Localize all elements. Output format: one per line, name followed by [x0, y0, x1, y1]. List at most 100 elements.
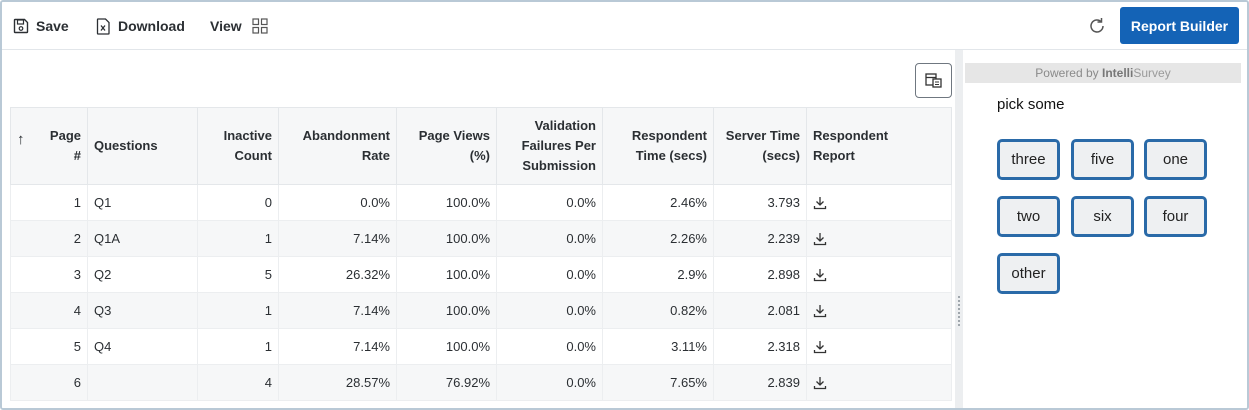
sort-ascending-icon[interactable]: ↑	[17, 131, 25, 148]
column-chooser-button[interactable]	[915, 63, 952, 98]
cell-abandonment-rate: 28.57%	[278, 364, 397, 401]
cell-server-time: 2.898	[713, 256, 807, 293]
cell-validation-failures: 0.0%	[496, 220, 603, 257]
toolbar: Save Download View Report Builder	[2, 2, 1247, 50]
col-header-validation-failures[interactable]: Validation Failures Per Submission	[496, 107, 603, 185]
cell-page: 3	[10, 256, 88, 293]
cell-abandonment-rate: 26.32%	[278, 256, 397, 293]
report-table: ↑ Page # Questions Inactive Count Abando…	[10, 107, 952, 401]
table-row: 4 Q3 1 7.14% 100.0% 0.0% 0.82% 2.081	[10, 292, 952, 329]
choice-button[interactable]: other	[997, 253, 1060, 294]
cell-page: 6	[10, 364, 88, 401]
col-header-respondent-report-label: Respondent Report	[813, 128, 889, 163]
col-header-respondent-time[interactable]: Respondent Time (secs)	[602, 107, 714, 185]
download-button[interactable]: Download	[96, 12, 185, 40]
cell-respondent-time: 2.9%	[602, 256, 714, 293]
view-label: View	[210, 18, 242, 34]
report-panel: ↑ Page # Questions Inactive Count Abando…	[2, 50, 955, 408]
cell-validation-failures: 0.0%	[496, 328, 603, 365]
cell-question: Q3	[87, 292, 198, 329]
choice-button[interactable]: one	[1144, 139, 1207, 180]
save-label: Save	[36, 18, 69, 34]
col-header-server-time-label: Server Time (secs)	[725, 128, 800, 163]
cell-respondent-time: 7.65%	[602, 364, 714, 401]
cell-page-views: 100.0%	[396, 328, 497, 365]
panel-splitter[interactable]	[955, 50, 963, 408]
cell-respondent-time: 0.82%	[602, 292, 714, 329]
cell-page: 2	[10, 220, 88, 257]
cell-inactive-count: 4	[197, 364, 279, 401]
cell-question: Q4	[87, 328, 198, 365]
cell-server-time: 2.839	[713, 364, 807, 401]
powered-by-text: Powered by	[1035, 66, 1102, 80]
grid-view-icon	[252, 18, 268, 34]
cell-page-views: 100.0%	[396, 256, 497, 293]
cell-inactive-count: 1	[197, 292, 279, 329]
col-header-respondent-time-label: Respondent Time (secs)	[631, 128, 707, 163]
cell-page-views: 100.0%	[396, 220, 497, 257]
col-header-abandonment-rate[interactable]: Abandonment Rate	[278, 107, 397, 185]
cell-respondent-time: 2.46%	[602, 184, 714, 221]
question-text: pick some	[997, 96, 1065, 113]
refresh-icon[interactable]	[1086, 15, 1108, 37]
cell-page: 4	[10, 292, 88, 329]
choice-button[interactable]: three	[997, 139, 1060, 180]
choice-button[interactable]: four	[1144, 196, 1207, 237]
col-header-inactive-count[interactable]: Inactive Count	[197, 107, 279, 185]
cell-server-time: 2.239	[713, 220, 807, 257]
col-header-page-label: Page #	[49, 128, 81, 163]
col-header-inactive-label: Inactive Count	[223, 128, 272, 163]
choice-button[interactable]: six	[1071, 196, 1134, 237]
cell-respondent-time: 2.26%	[602, 220, 714, 257]
cell-respondent-report	[806, 184, 952, 221]
save-icon	[13, 18, 29, 34]
col-header-respondent-report[interactable]: Respondent Report	[806, 107, 952, 185]
col-header-questions[interactable]: Questions	[87, 107, 198, 185]
download-icon[interactable]	[813, 376, 827, 390]
cell-abandonment-rate: 0.0%	[278, 184, 397, 221]
drag-handle-icon[interactable]	[957, 295, 961, 327]
brand-name-bold: Intelli	[1102, 66, 1134, 80]
cell-respondent-report	[806, 292, 952, 329]
cell-abandonment-rate: 7.14%	[278, 292, 397, 329]
cell-page-views: 100.0%	[396, 292, 497, 329]
cell-page-views: 100.0%	[396, 184, 497, 221]
report-builder-button[interactable]: Report Builder	[1120, 7, 1239, 44]
cell-validation-failures: 0.0%	[496, 184, 603, 221]
cell-abandonment-rate: 7.14%	[278, 328, 397, 365]
cell-inactive-count: 0	[197, 184, 279, 221]
cell-server-time: 2.318	[713, 328, 807, 365]
cell-page: 1	[10, 184, 88, 221]
cell-validation-failures: 0.0%	[496, 256, 603, 293]
brand-name-rest: Survey	[1133, 66, 1171, 80]
col-header-page[interactable]: ↑ Page #	[10, 107, 88, 185]
view-button[interactable]: View	[210, 12, 268, 40]
download-icon[interactable]	[813, 340, 827, 354]
choice-button[interactable]: five	[1071, 139, 1134, 180]
download-icon[interactable]	[813, 196, 827, 210]
save-button[interactable]: Save	[13, 12, 69, 40]
table-row: 2 Q1A 1 7.14% 100.0% 0.0% 2.26% 2.239	[10, 220, 952, 257]
cell-page-views: 76.92%	[396, 364, 497, 401]
cell-validation-failures: 0.0%	[496, 292, 603, 329]
choice-button[interactable]: two	[997, 196, 1060, 237]
col-header-server-time[interactable]: Server Time (secs)	[713, 107, 807, 185]
column-chooser-icon	[925, 73, 942, 88]
table-header-row: ↑ Page # Questions Inactive Count Abando…	[10, 107, 952, 185]
table-row: 6 4 28.57% 76.92% 0.0% 7.65% 2.839	[10, 364, 952, 401]
table-row: 1 Q1 0 0.0% 100.0% 0.0% 2.46% 3.793	[10, 184, 952, 221]
cell-question: Q2	[87, 256, 198, 293]
download-icon[interactable]	[813, 268, 827, 282]
col-header-page-views[interactable]: Page Views (%)	[396, 107, 497, 185]
cell-inactive-count: 5	[197, 256, 279, 293]
download-icon[interactable]	[813, 232, 827, 246]
cell-inactive-count: 1	[197, 220, 279, 257]
cell-respondent-report	[806, 256, 952, 293]
cell-question	[87, 364, 198, 401]
survey-preview-panel: Powered by IntelliSurvey pick some three…	[963, 50, 1247, 408]
cell-validation-failures: 0.0%	[496, 364, 603, 401]
cell-respondent-report	[806, 220, 952, 257]
download-icon[interactable]	[813, 304, 827, 318]
powered-by-banner: Powered by IntelliSurvey	[965, 63, 1241, 83]
